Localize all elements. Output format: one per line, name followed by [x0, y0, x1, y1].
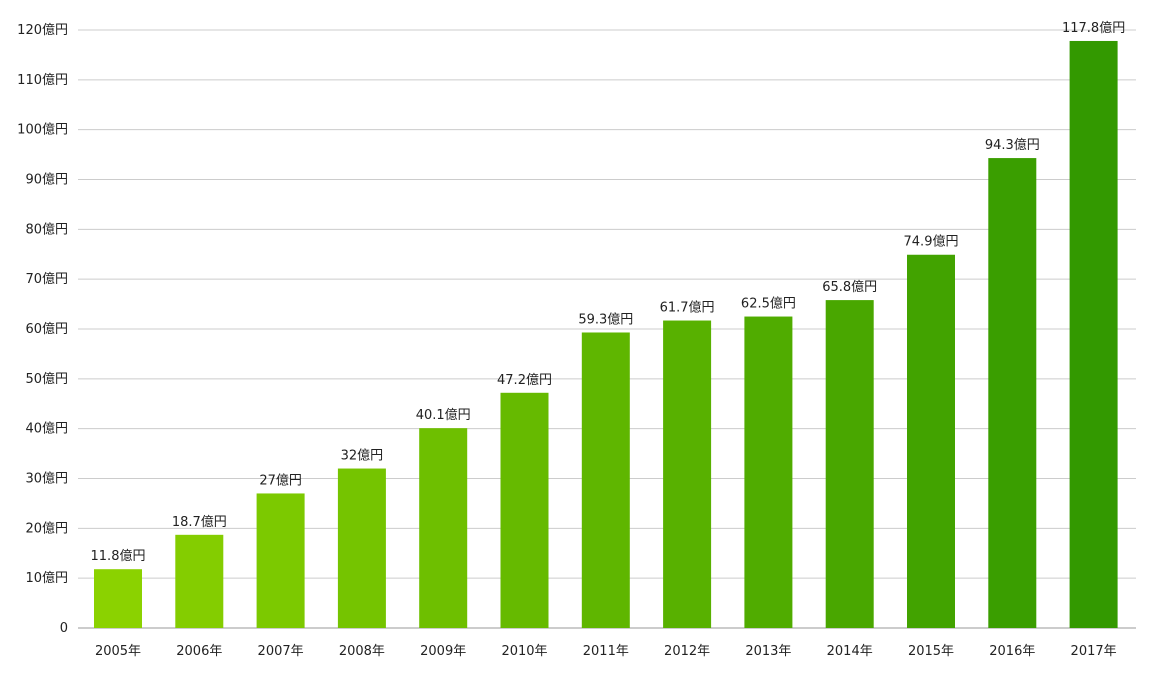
y-tick-label: 90億円: [25, 172, 68, 188]
y-tick-label: 60億円: [25, 321, 68, 337]
bar-value-label: 40.1億円: [416, 407, 471, 423]
y-tick-label: 40億円: [25, 421, 68, 437]
bar-value-label: 117.8億円: [1062, 20, 1125, 36]
x-tick-label: 2009年: [420, 644, 466, 659]
x-tick-label: 2011年: [583, 644, 629, 659]
bar-value-labels: 11.8億円 18.7億円 27億円 32億円 40.1億円 47.2億円 59.3億円 61…: [91, 20, 1126, 564]
bar-value-label: 74.9億円: [904, 234, 959, 250]
bar: [337, 468, 386, 628]
bar: [907, 254, 955, 628]
x-axis-tick-labels: 2005年 2006年 2007年 2008年 2009年 2010年 2011年 2012年…: [95, 644, 1117, 659]
y-tick-label: 20億円: [25, 520, 68, 536]
x-tick-label: 2010年: [501, 644, 547, 659]
bar-value-label: 32億円: [341, 448, 384, 464]
x-tick-label: 2016年: [989, 644, 1035, 659]
bar-value-label: 61.7億円: [660, 300, 715, 316]
x-tick-label: 2012年: [664, 644, 710, 659]
bar-value-label: 65.8億円: [822, 279, 877, 295]
bar-value-label: 47.2億円: [497, 372, 552, 388]
y-tick-label: 50億円: [25, 371, 68, 387]
bar-value-label: 18.7億円: [172, 514, 227, 530]
bar: [663, 320, 712, 628]
x-tick-label: 2013年: [745, 644, 791, 659]
bar-value-label: 62.5億円: [741, 296, 796, 312]
bar: [500, 392, 549, 628]
bar-value-label: 59.3億円: [578, 311, 633, 327]
y-tick-label: 70億円: [25, 271, 68, 287]
bars: [94, 40, 1118, 629]
x-tick-label: 2008年: [339, 644, 385, 659]
bar: [988, 158, 1037, 629]
bar: [256, 493, 305, 628]
x-tick-label: 2007年: [258, 644, 304, 659]
bar: [1069, 40, 1118, 629]
bar-value-label: 27億円: [259, 472, 302, 488]
x-tick-label: 2006年: [176, 644, 222, 659]
x-tick-label: 2005年: [95, 644, 141, 659]
x-tick-label: 2017年: [1071, 644, 1117, 659]
bar: [175, 534, 224, 628]
y-tick-label: 30億円: [25, 471, 68, 487]
y-tick-label: 80億円: [25, 221, 68, 237]
bar: [581, 332, 630, 628]
y-tick-label: 100億円: [17, 122, 68, 138]
y-tick-label: 110億円: [17, 72, 68, 88]
x-tick-label: 2014年: [827, 644, 873, 659]
bar: [825, 300, 874, 628]
y-axis-tick-labels: 0 10億円 20億円 30億円 40億円 50億円 60億円 70億円 80億円 90億円 100…: [17, 22, 68, 636]
bar-value-label: 94.3億円: [985, 137, 1040, 153]
y-tick-label: 10億円: [25, 570, 68, 586]
bar: [419, 428, 468, 628]
y-tick-label: 0: [60, 621, 68, 636]
bar: [744, 316, 793, 628]
x-tick-label: 2015年: [908, 644, 954, 659]
bar: [94, 569, 142, 628]
y-tick-label: 120億円: [17, 22, 68, 38]
bar-value-label: 11.8億円: [91, 548, 146, 564]
